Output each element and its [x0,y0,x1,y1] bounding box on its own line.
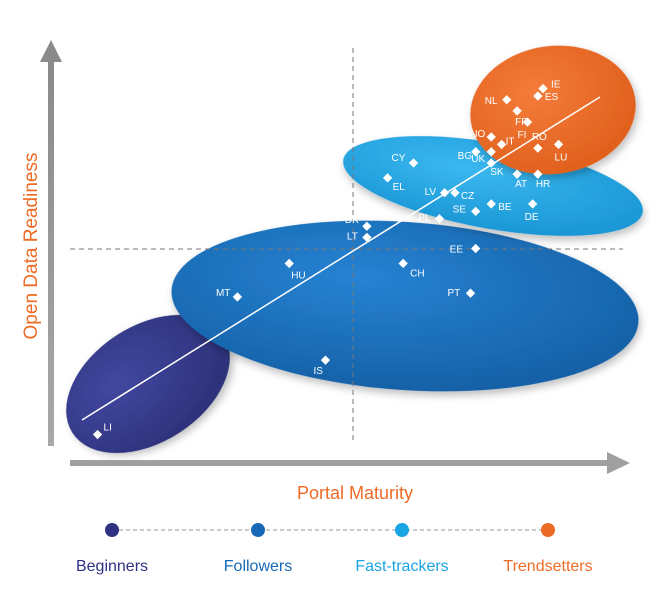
point-label-hr: HR [536,179,550,190]
point-label-si: SI [447,109,456,120]
data-point-pl [434,214,445,224]
point-label-be: BE [498,202,512,213]
legend-label-followers: Followers [224,558,292,575]
data-point-de [527,199,538,209]
y-axis-arrow [40,40,62,62]
legend-marker-beginners [105,523,119,537]
trend-line [81,96,601,421]
point-label-ch: CH [410,268,424,279]
data-point-nl [502,95,512,105]
point-label-no: NO [470,129,485,140]
legend-label-trendsetters: Trendsetters [503,558,592,575]
point-label-is: IS [313,366,323,377]
y-axis-line [48,60,54,446]
data-point-se [471,206,481,217]
data-point-no [486,132,496,142]
data-point-hu [284,258,294,269]
cluster-followers-ellipse [171,220,639,392]
data-point-uk [486,147,496,157]
data-point-pt [465,288,476,298]
data-point-bg [471,147,481,157]
cluster-beginners-ellipse [66,314,230,454]
point-label-de: DE [525,212,539,223]
point-label-el: EL [393,182,406,193]
point-label-hu: HU [291,270,305,281]
point-label-lt: LT [347,231,358,242]
point-label-fr: FR [515,117,528,128]
data-point-sk [486,158,496,168]
point-label-sk: SK [490,167,504,178]
series-fast-trackers: CY EL PL LV CZ SE BE DE [382,153,539,224]
data-point-cy [408,158,419,168]
y-axis-title: Open Data Readiness [21,153,42,340]
data-point-el [382,173,393,183]
legend-label-beginners: Beginners [76,558,148,575]
point-label-dk: DK [345,215,359,226]
point-label-li: LI [104,423,112,434]
x-axis-title: Portal Maturity [297,483,413,503]
data-point-is [320,355,331,365]
point-label-pt: PT [448,288,461,299]
data-point-dk [362,221,372,231]
legend-marker-trendsetters [541,523,555,537]
point-label-mt: MT [216,288,230,299]
legend-marker-followers [251,523,265,537]
point-label-se: SE [453,204,467,215]
data-point-be [486,199,496,209]
legend: Beginners Followers Fast-trackers Trendsett… [76,523,593,575]
data-point-ch [398,258,408,269]
point-label-ie: IE [551,80,561,91]
x-axis-arrow [607,452,630,474]
cluster-trendsetters-ellipse [470,45,636,175]
point-label-at: AT [515,179,527,190]
data-point-fi [522,117,533,127]
data-point-fr [512,106,522,116]
data-point-lv [439,188,450,198]
point-label-ro: RO [532,132,547,143]
data-point-at [512,169,522,179]
point-label-fi: FI [517,130,526,141]
point-label-bg: BG [458,151,473,162]
legend-label-fast-trackers: Fast-trackers [355,558,448,575]
point-label-cy: CY [392,153,406,164]
series-followers: MT HU IS CH PT EE DK LT [216,215,481,377]
point-label-it: IT [506,136,515,147]
data-point-ee [471,243,481,254]
data-point-lu [553,139,564,150]
point-label-uk: UK [471,154,485,165]
legend-marker-fast-trackers [395,523,409,537]
point-label-cz: CZ [461,191,474,202]
point-label-pl: PL [418,213,431,224]
point-label-lv: LV [425,187,437,198]
point-label-nl: NL [485,96,498,107]
x-axis-line [70,460,610,466]
point-label-es: ES [545,92,559,103]
data-point-si [455,121,465,131]
point-label-lu: LU [555,152,568,163]
point-label-ee: EE [450,245,464,256]
